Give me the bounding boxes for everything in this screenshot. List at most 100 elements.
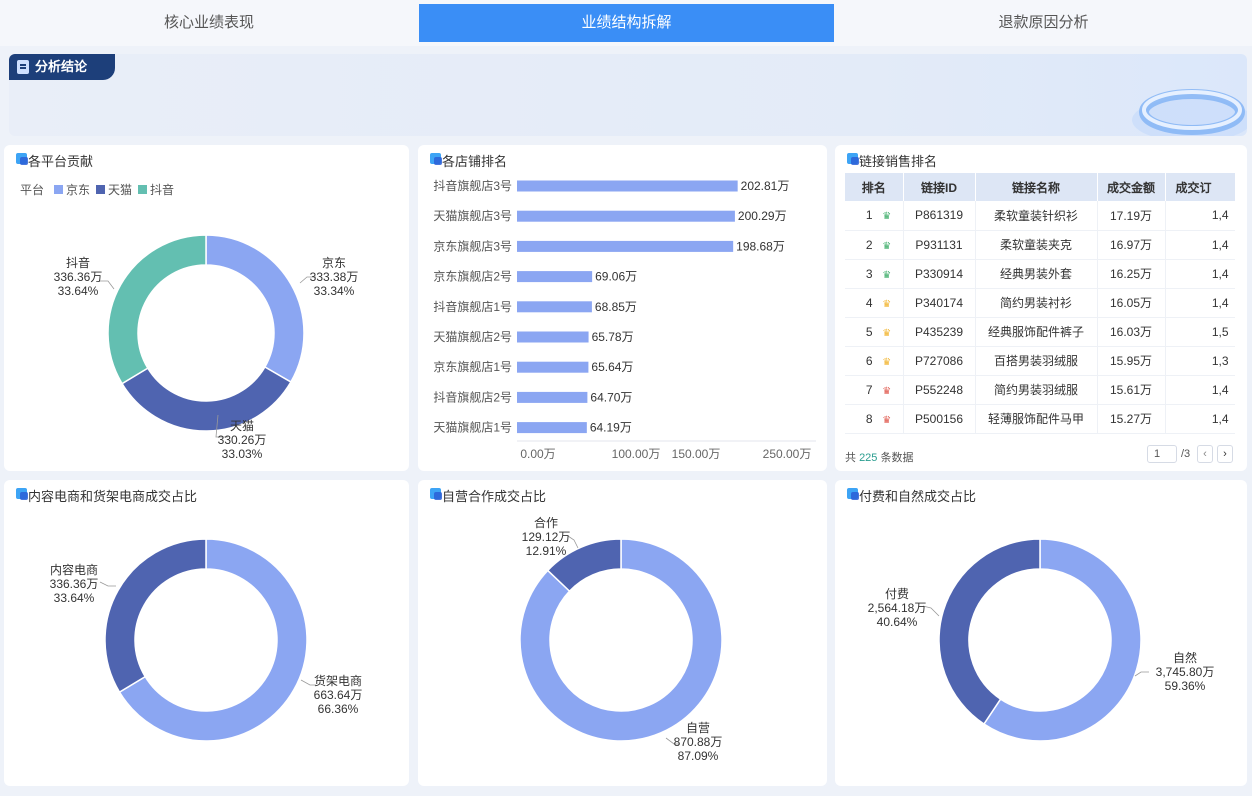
rank-cell: 7 ♛ [845, 375, 904, 405]
next-page-button[interactable]: › [1217, 445, 1233, 463]
amount-cell: 17.19万 [1097, 201, 1166, 231]
column-header[interactable]: 成交金额 [1097, 173, 1166, 201]
bar-value-label: 68.85万 [595, 300, 637, 314]
bar-row[interactable]: 京东旗舰店3号 198.68万 [433, 238, 785, 253]
card-title: 链接销售排名 [847, 151, 937, 170]
donut-slice-content[interactable] [104, 538, 207, 694]
conclusion-label: 分析结论 [35, 59, 88, 74]
bar-row[interactable]: 天猫旗舰店2号 65.78万 [433, 329, 633, 344]
table-row[interactable]: 6 ♛ P727086 百搭男装羽绒服 15.95万 1,3 [845, 346, 1235, 376]
bar-row[interactable]: 抖音旗舰店1号 68.85万 [433, 299, 637, 314]
donut-slice-natural[interactable] [982, 538, 1142, 742]
bar-row[interactable]: 京东旗舰店2号 69.06万 [433, 269, 637, 284]
rank-cell: 5 ♛ [845, 317, 904, 347]
total-suffix: 条数据 [880, 452, 914, 464]
bar-value-label: 198.68万 [736, 239, 785, 253]
link-id-cell: P931131 [903, 230, 976, 260]
bar-row[interactable]: 天猫旗舰店3号 200.29万 [433, 208, 786, 223]
card-title: 自营合作成交占比 [430, 486, 546, 505]
column-header[interactable]: 成交订 [1165, 173, 1235, 201]
slice-label-text: 12.91% [526, 544, 567, 558]
bar[interactable] [517, 210, 735, 222]
total-count: 225 [859, 452, 878, 464]
cube-icon [430, 153, 442, 165]
rank-number: 1 [865, 208, 873, 223]
platform-donut-chart: 京东333.38万33.34%天猫330.26万33.03%抖音336.36万3… [54, 234, 358, 461]
bar[interactable] [517, 331, 589, 343]
leader-line [215, 414, 228, 438]
bar-value-label: 200.29万 [738, 209, 787, 223]
slice-label-text: 330.26万 [218, 433, 267, 447]
bar[interactable] [517, 271, 593, 283]
bar[interactable] [517, 180, 738, 192]
donut-slice-jd[interactable] [205, 234, 305, 384]
slice-label-text: 336.36万 [50, 577, 99, 591]
bar-category-label: 天猫旗舰店2号 [433, 329, 512, 344]
donut-slice-shelf[interactable] [118, 538, 308, 742]
bar[interactable] [517, 422, 587, 434]
link-id-cell: P500156 [903, 404, 976, 434]
donut-slice-paid[interactable] [938, 538, 1041, 726]
cube-icon [16, 153, 28, 165]
table-scroll-area[interactable]: 排名 链接ID 链接名称 成交金额 成交订 1 ♛ P861319 柔软童装针织衫 17… [835, 173, 1235, 443]
table-row[interactable]: 5 ♛ P435239 经典服饰配件裤子 16.03万 1,5 [845, 317, 1235, 347]
table-row[interactable]: 2 ♛ P931131 柔软童装夹克 16.97万 1,4 [845, 230, 1235, 260]
orders-cell: 1,4 [1165, 230, 1235, 260]
link-name-cell: 轻薄服饰配件马甲 [975, 404, 1098, 434]
legend-item-douyin[interactable]: 抖音 [138, 181, 174, 198]
link-name-cell: 柔软童装夹克 [975, 230, 1098, 260]
tab-structure-breakdown[interactable]: 业绩结构拆解 [419, 4, 834, 42]
prev-page-button[interactable]: ‹ [1197, 445, 1213, 463]
bar-row[interactable]: 京东旗舰店1号 65.64万 [433, 359, 633, 374]
tab-refund-analysis[interactable]: 退款原因分析 [998, 14, 1089, 31]
platform-contribution-card: 各平台贡献 平台 京东 天猫 抖音 京东 333.38万 33.34% 天猫 330.2… [4, 145, 409, 471]
table-row[interactable]: 7 ♛ P552248 简约男装羽绒服 15.61万 1,4 [845, 375, 1235, 405]
bar[interactable] [517, 240, 734, 252]
legend-item-tmall[interactable]: 天猫 [96, 181, 132, 198]
table-row[interactable]: 8 ♛ P500156 轻薄服饰配件马甲 15.27万 1,4 [845, 404, 1235, 434]
column-header[interactable]: 链接名称 [975, 173, 1098, 201]
link-id-cell: P435239 [903, 317, 976, 347]
rank-number: 5 [865, 324, 873, 339]
crown-icon: ♛ [882, 327, 892, 339]
slice-label-text: 付费 [885, 587, 909, 601]
bar-category-label: 天猫旗舰店3号 [433, 208, 512, 223]
donut-slice-douyin[interactable] [107, 234, 207, 385]
legend-item-jd[interactable]: 京东 [54, 181, 90, 198]
link-name-cell: 百搭男装羽绒服 [975, 346, 1098, 376]
amount-cell: 16.03万 [1097, 317, 1166, 347]
table-footer: 共 225 条数据 1 /3 ‹ › [845, 445, 1235, 465]
bar-row[interactable]: 天猫旗舰店1号 64.19万 [433, 420, 632, 435]
bar[interactable] [517, 301, 592, 313]
content-shelf-card: 内容电商和货架电商成交占比 货架电商 663.64万 66.36% 内容电商 336.3… [4, 480, 409, 786]
crown-icon: ♛ [882, 240, 892, 252]
column-header[interactable]: 排名 [845, 173, 904, 201]
bar[interactable] [517, 361, 589, 373]
bar-row[interactable]: 抖音旗舰店3号 202.81万 [433, 178, 789, 193]
donut-slice-tmall[interactable] [121, 365, 292, 432]
legend-swatch [54, 185, 64, 194]
link-id-cell: P552248 [903, 375, 976, 405]
platform-legend: 平台 京东 天猫 抖音 [20, 181, 174, 198]
decorative-ring-icon [1132, 89, 1247, 136]
page-number-input[interactable]: 1 [1147, 445, 1177, 463]
table-row[interactable]: 3 ♛ P330914 经典男装外套 16.25万 1,4 [845, 259, 1235, 289]
bar-value-label: 69.06万 [595, 270, 637, 284]
total-prefix: 共 [845, 452, 856, 464]
table-row[interactable]: 1 ♛ P861319 柔软童装针织衫 17.19万 1,4 [845, 201, 1235, 231]
table-row[interactable]: 4 ♛ P340174 简约男装衬衫 16.05万 1,4 [845, 288, 1235, 318]
tab-core-performance[interactable]: 核心业绩表现 [163, 14, 254, 31]
store-ranking-card: 各店铺排名 抖音旗舰店3号 202.81万 天猫旗舰店3号 200.29万 京东旗舰店3… [418, 145, 827, 471]
x-tick-label: 250.00万 [763, 447, 812, 461]
orders-cell: 1,4 [1165, 404, 1235, 434]
donut-slice-self[interactable] [519, 538, 723, 742]
bar[interactable] [517, 391, 588, 403]
bar-row[interactable]: 抖音旗舰店2号 64.70万 [433, 389, 632, 404]
column-header[interactable]: 链接ID [903, 173, 976, 201]
donut-slice-coop[interactable] [546, 538, 622, 593]
slice-label-text: 内容电商 [50, 562, 98, 577]
